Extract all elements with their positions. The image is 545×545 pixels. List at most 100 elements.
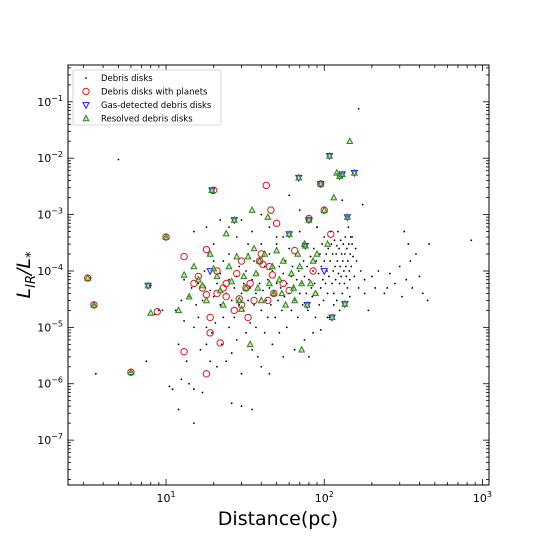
- data-point-dot: [195, 304, 198, 306]
- data-point-dot: [343, 253, 346, 255]
- data-point-triangle-up: [246, 340, 254, 348]
- data-point-dot: [230, 402, 233, 405]
- legend-marker-triangle-up: [82, 114, 90, 122]
- data-point-triangle-up: [298, 345, 306, 353]
- data-point-dot: [325, 253, 328, 255]
- data-point-dot: [354, 247, 357, 250]
- data-point-dot: [421, 292, 424, 295]
- data-point-dot: [306, 265, 309, 268]
- y-tick-label: 10−4: [37, 263, 63, 278]
- data-point-triangle-up: [147, 308, 155, 316]
- data-point-triangle-up: [282, 300, 290, 308]
- data-point-dot: [342, 243, 345, 245]
- y-tick-label: 10−3: [37, 207, 63, 222]
- data-point-dot: [168, 385, 171, 388]
- data-point-dot: [333, 239, 336, 242]
- data-point-dot: [157, 309, 160, 312]
- data-point-dot: [288, 247, 291, 250]
- data-point-dot: [256, 355, 259, 358]
- data-point-triangle-up: [202, 296, 211, 304]
- data-point-triangle-up: [230, 215, 238, 223]
- data-point-dot: [199, 348, 202, 351]
- data-point-dot: [312, 247, 315, 250]
- data-point-dot: [389, 272, 391, 275]
- data-point-triangle-up: [190, 262, 198, 270]
- data-point-dot: [341, 292, 344, 295]
- data-point-dot: [268, 253, 271, 255]
- data-point-dot: [240, 219, 243, 221]
- data-point-triangle-up: [242, 283, 250, 291]
- data-point-dot: [361, 203, 364, 206]
- data-point-triangle-up: [216, 286, 224, 294]
- data-point-circle: [180, 348, 188, 356]
- data-point-dot: [426, 299, 429, 302]
- data-point-dot: [351, 243, 354, 245]
- x-tick-label: 103: [473, 490, 492, 505]
- data-point-dot: [203, 270, 206, 272]
- data-point-triangle-up: [210, 264, 218, 272]
- legend-label: Debris disks: [101, 74, 153, 84]
- data-point-triangle-down: [206, 268, 214, 276]
- data-point-dot: [188, 382, 191, 385]
- data-point-dot: [338, 247, 340, 250]
- data-point-dot: [233, 287, 236, 289]
- data-point-dot: [260, 243, 263, 245]
- data-point-triangle-up: [248, 205, 256, 213]
- data-point-dot: [266, 316, 269, 319]
- data-point-dot: [268, 287, 271, 289]
- data-point-triangle-up: [317, 179, 325, 187]
- data-point-triangle-up: [287, 269, 296, 277]
- y-tick-label: 10−5: [37, 319, 63, 334]
- data-point-dot: [258, 282, 261, 285]
- y-label-sub-ir: IR: [24, 275, 39, 288]
- data-point-dot: [342, 270, 345, 272]
- data-point-dot: [352, 255, 354, 258]
- data-point-dot: [348, 270, 351, 272]
- y-tick-label: 10−7: [37, 432, 63, 447]
- data-point-circle: [267, 206, 275, 214]
- data-point-triangle-up: [303, 300, 311, 308]
- data-point-dot: [185, 360, 188, 363]
- data-point-dot: [353, 275, 356, 278]
- data-point-dot: [311, 295, 314, 298]
- data-point-dot: [180, 378, 183, 381]
- data-point-dot: [265, 299, 268, 302]
- data-point-dot: [326, 316, 329, 319]
- data-point-dot: [332, 292, 335, 295]
- data-point-dot: [340, 253, 343, 255]
- y-tick-label: 10−6: [37, 376, 63, 391]
- data-point-dot: [205, 326, 208, 329]
- data-point-dot: [279, 287, 282, 289]
- data-point-dot: [283, 295, 286, 298]
- data-point-dot: [348, 278, 351, 281]
- data-point-dot: [355, 260, 358, 262]
- y-axis-title-text: LIR/L*: [13, 251, 39, 298]
- data-point-circle: [202, 370, 211, 378]
- data-point-dot: [282, 355, 285, 358]
- data-point-dot: [357, 287, 360, 289]
- data-point-triangle-up: [252, 269, 260, 277]
- data-point-dot: [183, 278, 185, 281]
- data-point-dot: [303, 275, 306, 278]
- data-point-dot: [347, 226, 350, 229]
- data-point-dot: [339, 239, 342, 242]
- data-point-dot: [374, 287, 377, 289]
- data-point-dot: [161, 309, 164, 312]
- data-point-circle: [222, 292, 230, 301]
- data-point-dot: [262, 289, 264, 292]
- data-point-triangle-up: [255, 256, 264, 264]
- data-point-dot: [209, 289, 212, 292]
- data-point-dot: [330, 243, 333, 245]
- data-point-triangle-up: [275, 275, 283, 283]
- data-point-triangle-up: [240, 272, 248, 280]
- data-point-triangle-up: [180, 270, 188, 278]
- data-point-circle: [268, 271, 277, 279]
- data-point-dot: [222, 316, 225, 319]
- data-point-circle: [272, 219, 281, 228]
- legend-label: Debris disks with planets: [101, 88, 208, 98]
- data-point-dot: [334, 265, 336, 268]
- data-point-dot: [321, 278, 324, 281]
- data-point-circle: [216, 339, 224, 347]
- data-point-dot: [177, 343, 180, 346]
- data-point-dot: [322, 299, 325, 302]
